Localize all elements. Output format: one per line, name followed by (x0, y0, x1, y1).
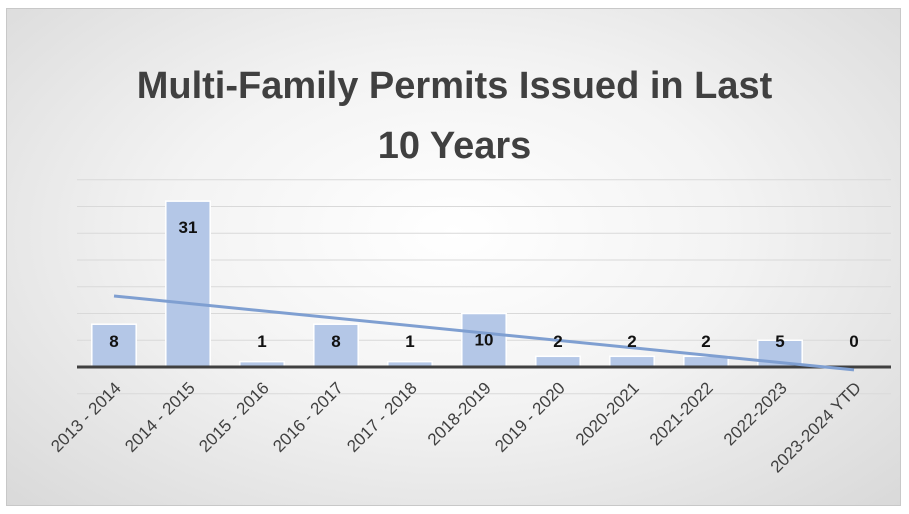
data-label: 8 (109, 332, 118, 351)
chart-area (6, 8, 901, 506)
x-tick-label: 2017 - 2018 (343, 378, 421, 456)
data-label: 2 (701, 332, 710, 351)
data-label: 8 (331, 332, 340, 351)
chart-title-line-1: Multi-Family Permits Issued in Last (136, 65, 773, 107)
x-tick-label: 2022-2023 (720, 378, 791, 449)
data-label: 5 (775, 332, 784, 351)
data-label: 0 (849, 332, 858, 351)
bar (165, 200, 211, 368)
x-tick-label: 2015 - 2016 (195, 378, 273, 456)
bar (609, 355, 655, 368)
x-tick-label: 2021-2022 (646, 378, 717, 449)
data-labels: 8 31 1 8 1 10 2 2 2 5 0 (109, 218, 858, 351)
data-label: 1 (405, 332, 414, 351)
data-label: 1 (257, 332, 266, 351)
x-tick-label: 2019 - 2020 (491, 378, 569, 456)
bar (535, 355, 581, 368)
data-label: 2 (627, 332, 636, 351)
x-tick-label: 2016 - 2017 (269, 378, 347, 456)
x-tick-label: 2020-2021 (572, 378, 643, 449)
data-label: 31 (179, 218, 198, 237)
bar (313, 323, 359, 368)
chart-title-line-2: 10 Years (377, 125, 532, 167)
bar (91, 323, 137, 368)
x-tick-label: 2013 - 2014 (47, 378, 125, 456)
x-tick-label: 2018-2019 (424, 378, 495, 449)
data-label: 2 (553, 332, 562, 351)
x-tick-label: 2014 - 2015 (121, 378, 199, 456)
trendline (113, 294, 855, 372)
chart-title: Multi-Family Permits Issued in Last 10 Y… (0, 56, 909, 176)
data-label: 10 (475, 331, 494, 350)
bars (91, 200, 803, 368)
